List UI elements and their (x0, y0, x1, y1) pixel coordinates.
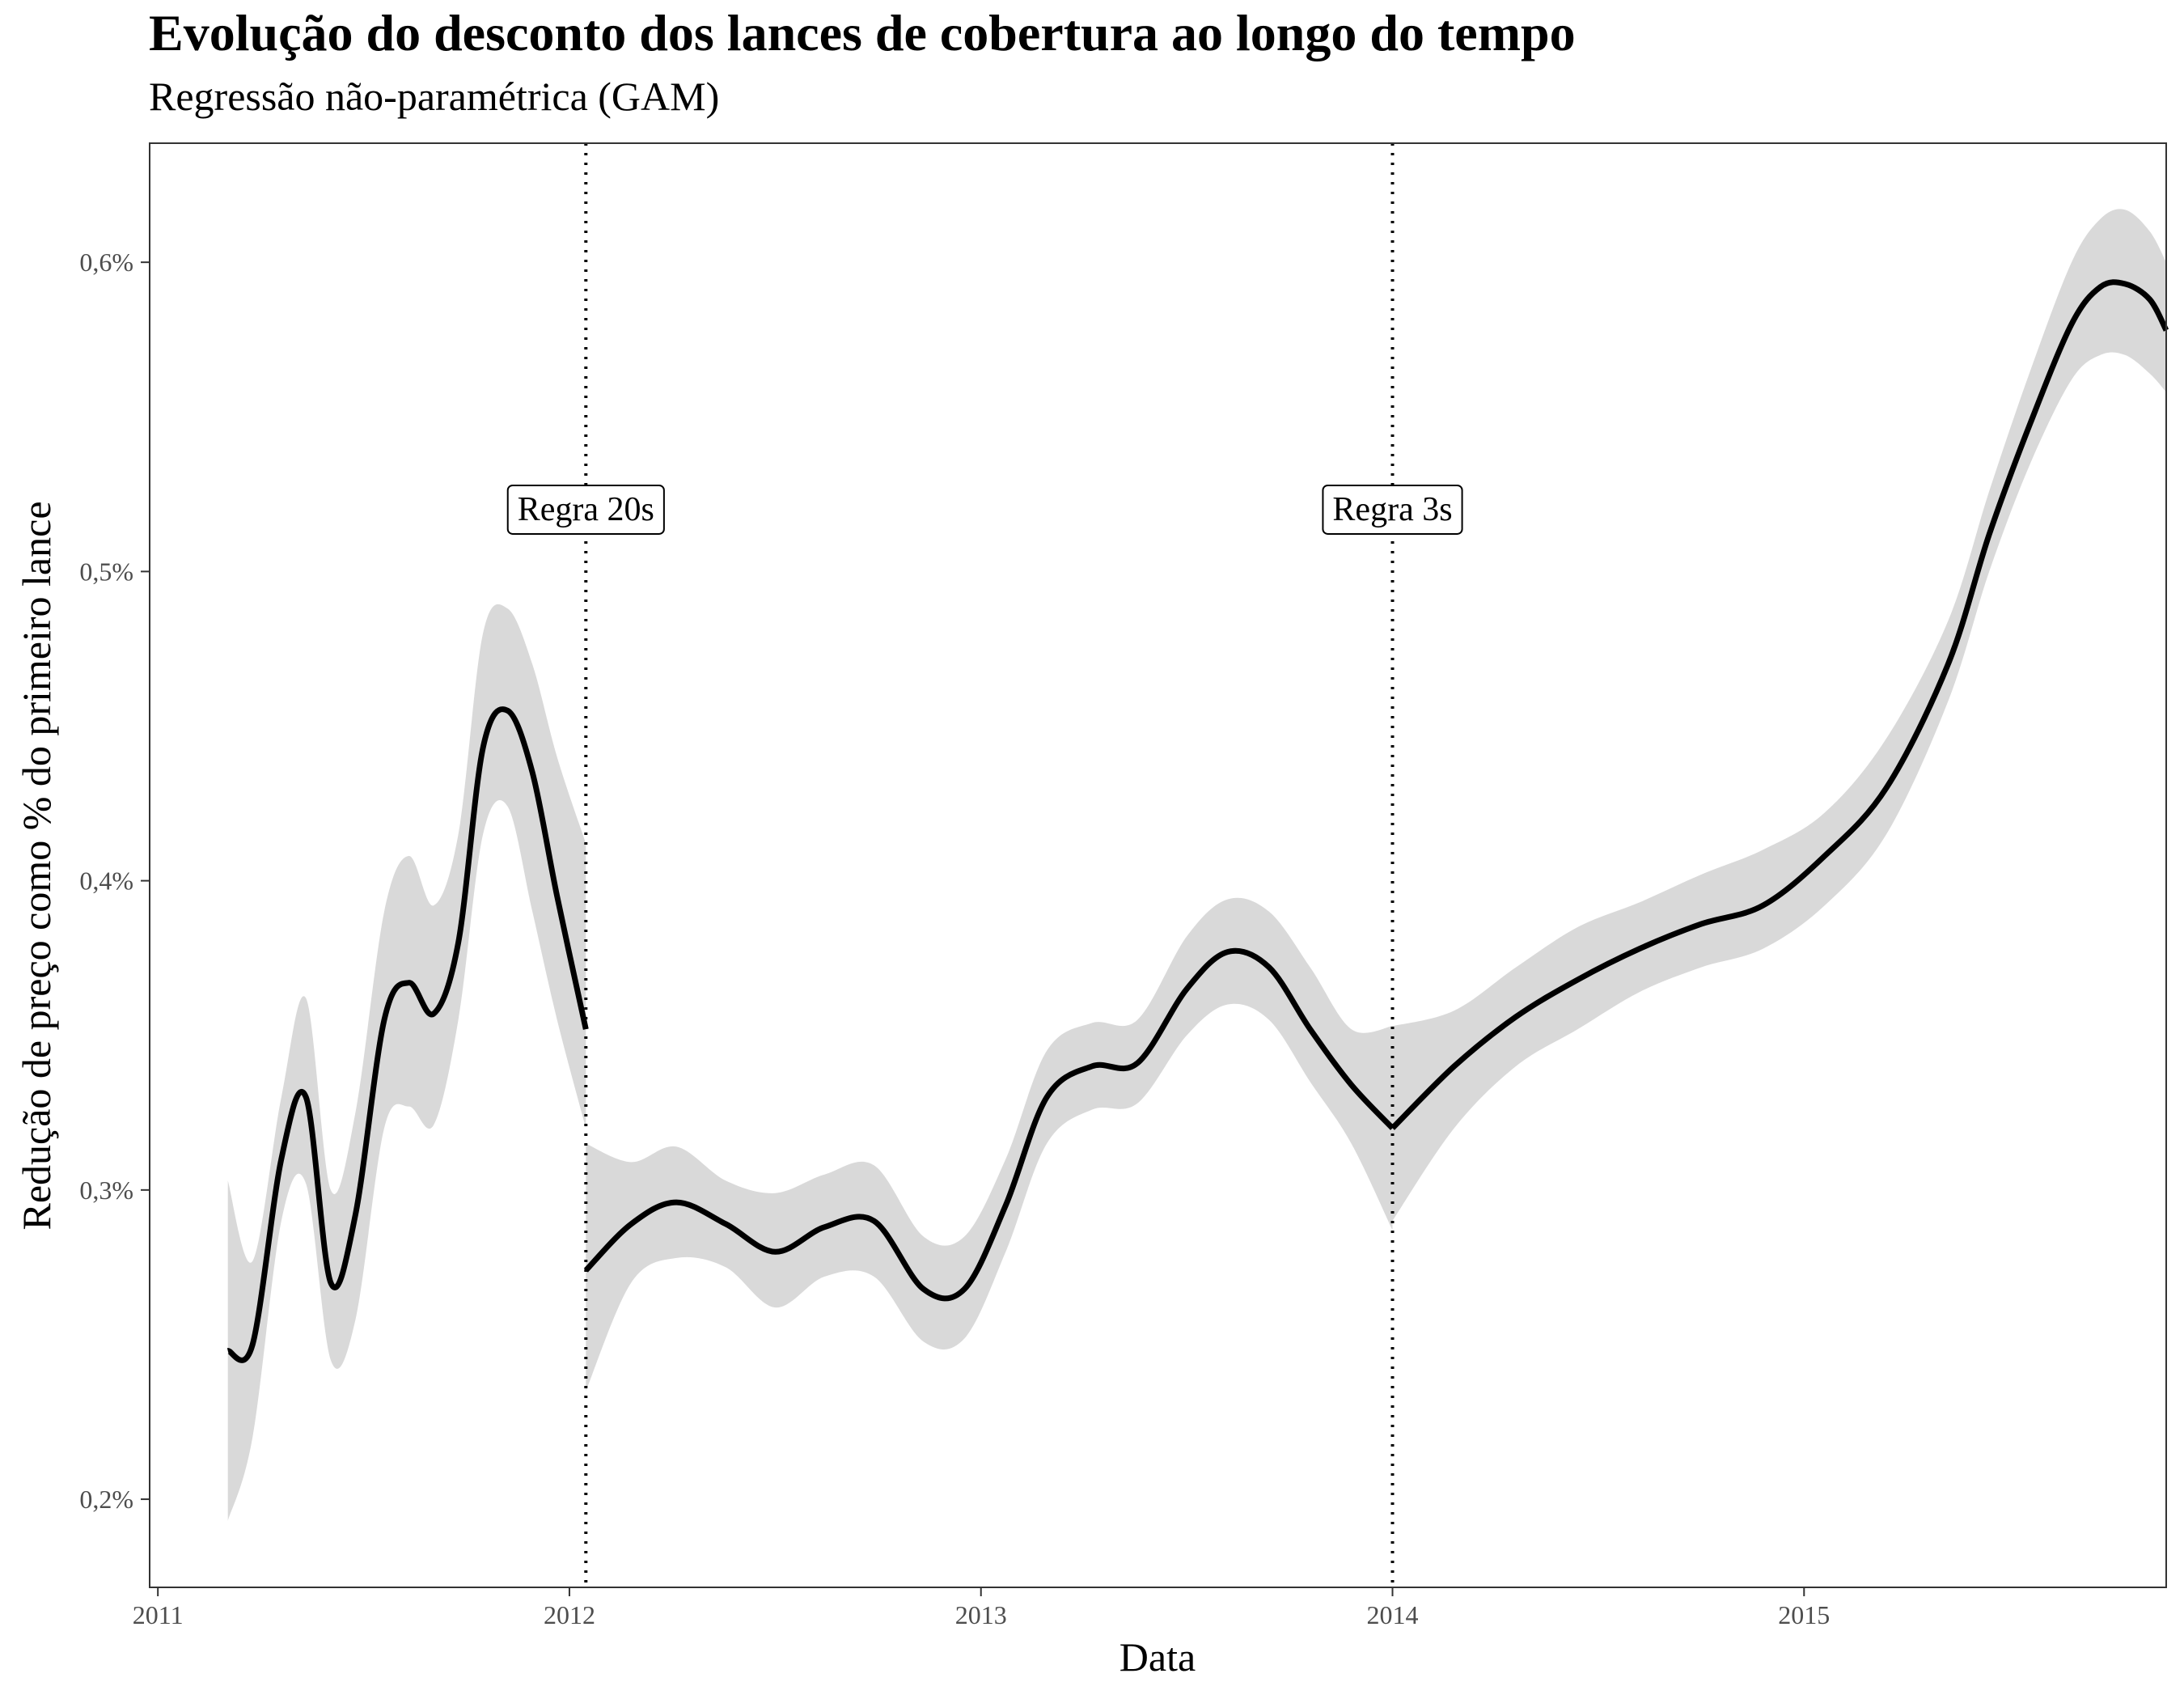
gam-fit-line-2 (583, 947, 1395, 1302)
x-tick-label: 2014 (1367, 1600, 1419, 1629)
confidence-ribbon-3 (1392, 209, 2166, 1222)
x-axis: 2011 2012 2013 2014 2015 (133, 1587, 1830, 1629)
y-tick-label: 0,2% (79, 1485, 133, 1514)
confidence-ribbons (227, 209, 2166, 1521)
chart-title: Evolução do desconto dos lances de cober… (149, 4, 1576, 61)
y-tick-label: 0,3% (79, 1176, 133, 1205)
rule-markers: Regra 20s Regra 3s (506, 143, 1463, 1587)
rule-label-box-1 (506, 484, 665, 535)
x-tick-label: 2015 (1778, 1600, 1830, 1629)
y-tick-label: 0,6% (79, 248, 133, 277)
gam-fit-line-3 (1390, 279, 2169, 1130)
rule-label-1: Regra 20s (518, 491, 654, 528)
plot-panel-border (149, 142, 2167, 1588)
y-tick-label: 0,4% (79, 866, 133, 896)
x-axis-title: Data (1120, 1634, 1196, 1680)
smooth-lines (226, 279, 2169, 1363)
rule-label-box-2 (1322, 484, 1463, 535)
x-tick-label: 2011 (133, 1600, 184, 1629)
confidence-ribbon-1 (227, 604, 586, 1521)
x-tick-label: 2012 (544, 1600, 595, 1629)
x-tick-label: 2013 (955, 1600, 1007, 1629)
gam-fit-line-1 (226, 706, 589, 1363)
y-axis-title: Redução de preço como % do primeiro lanc… (14, 501, 59, 1230)
y-tick-label: 0,5% (79, 557, 133, 586)
rule-label-2: Regra 3s (1332, 491, 1452, 528)
chart-subtitle: Regressão não-paramétrica (GAM) (149, 74, 720, 119)
confidence-ribbon-2 (586, 897, 1393, 1392)
y-axis: 0,2% 0,3% 0,4% 0,5% 0,6% (79, 248, 150, 1514)
